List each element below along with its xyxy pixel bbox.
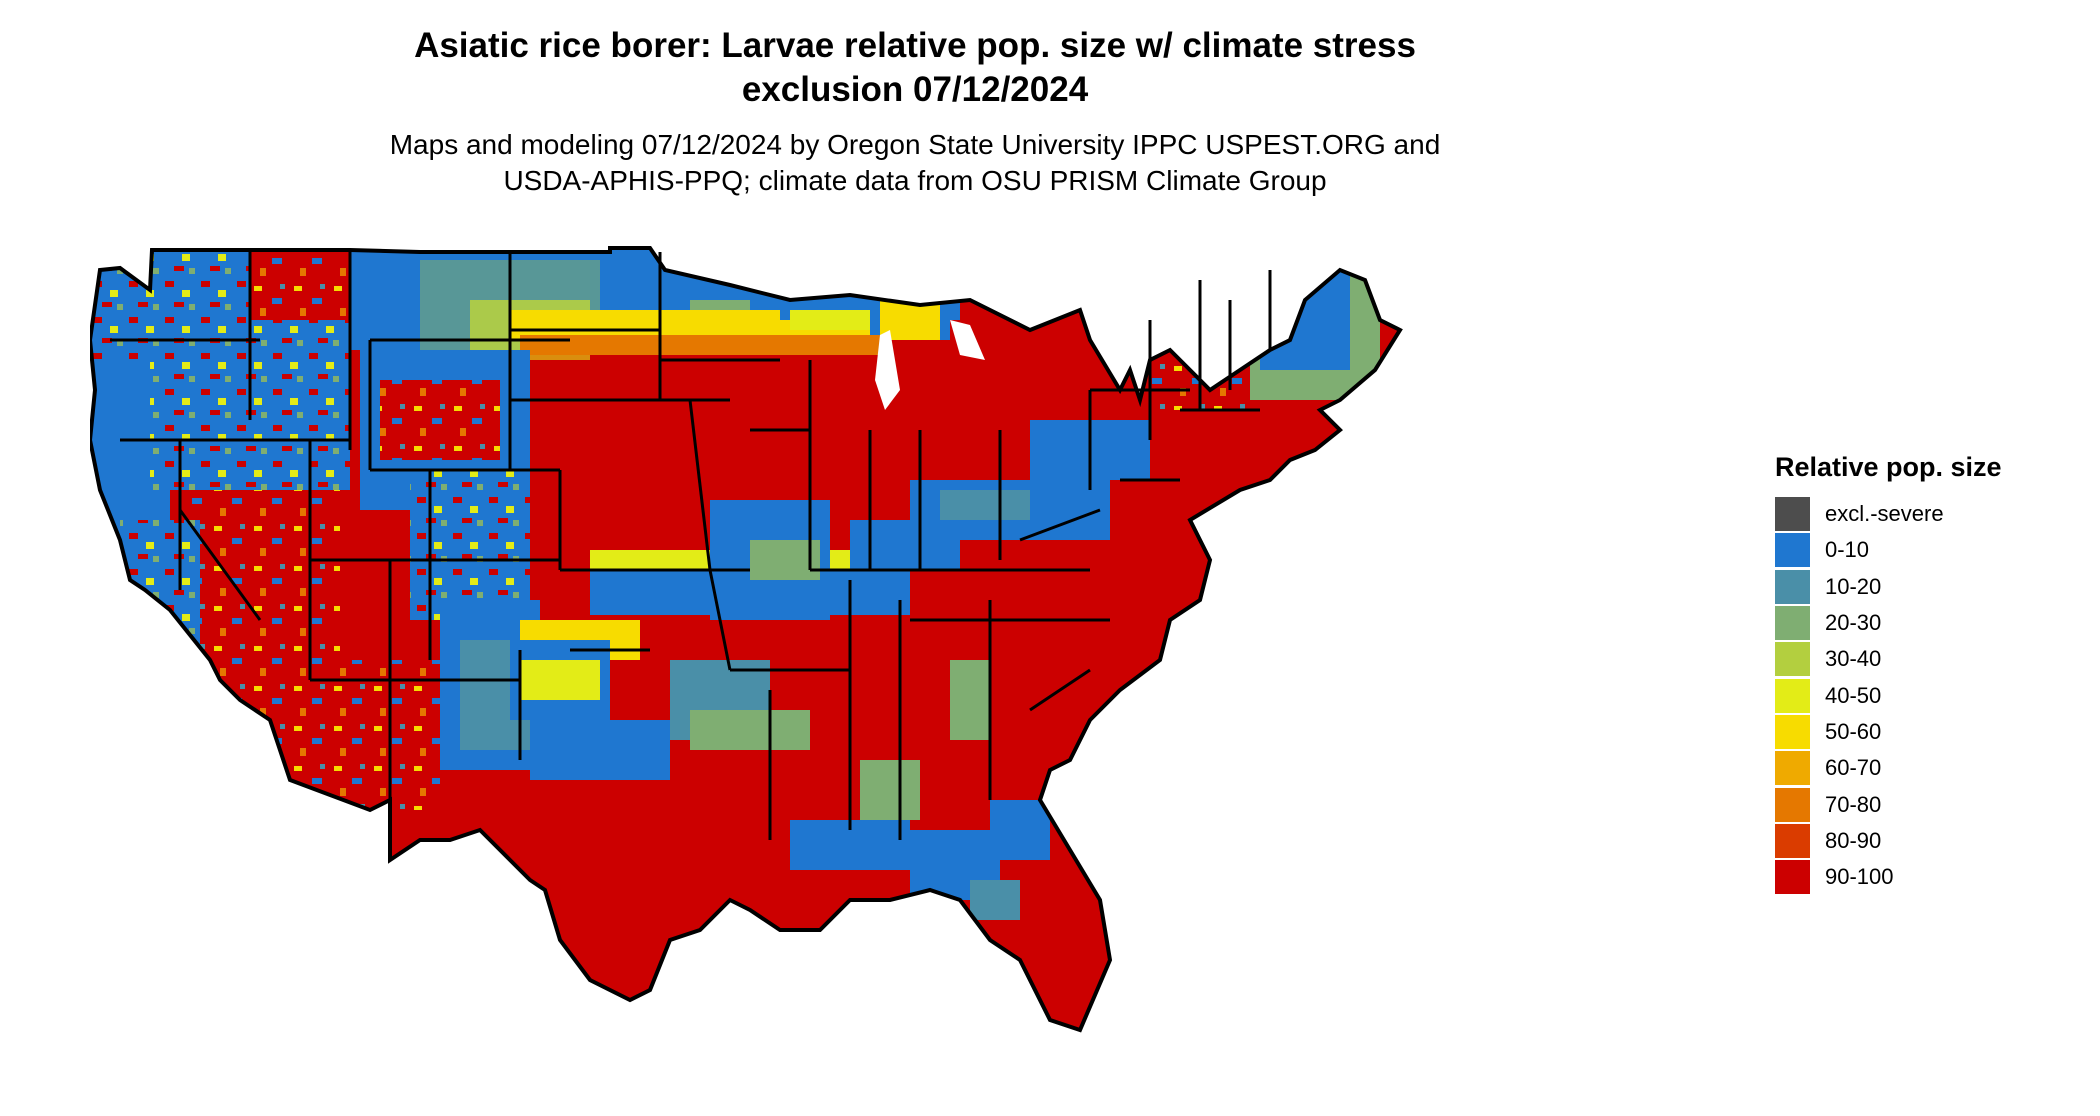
map-title-line-1: Asiatic rice borer: Larvae relative pop.… — [414, 26, 1416, 65]
legend-swatch — [1775, 642, 1810, 677]
map-subtitle-line-1: Maps and modeling 07/12/2024 by Oregon S… — [389, 129, 1441, 160]
state-borders — [110, 250, 1272, 840]
legend-item: 40-50 — [1775, 677, 2075, 713]
legend-swatch — [1775, 751, 1810, 786]
legend-item: 30-40 — [1775, 641, 2075, 677]
legend-label: 50-60 — [1825, 718, 1882, 744]
legend-swatch — [1775, 678, 1810, 713]
legend-label: 70-80 — [1825, 791, 1882, 817]
map-title: Asiatic rice borer: Larvae relative pop.… — [250, 24, 1580, 112]
legend-item: excl.-severe — [1775, 496, 2075, 532]
legend-swatch — [1775, 787, 1810, 822]
lake-michigan — [875, 330, 900, 410]
legend-item: 80-90 — [1775, 823, 2075, 859]
us-map — [90, 240, 1760, 1116]
legend-label: 60-70 — [1825, 755, 1882, 781]
legend-swatch — [1775, 497, 1810, 532]
legend-item: 10-20 — [1775, 569, 2075, 605]
legend-label: 30-40 — [1825, 646, 1882, 672]
legend-swatch — [1775, 860, 1810, 895]
legend-swatch — [1775, 569, 1810, 604]
legend-item: 0-10 — [1775, 532, 2075, 568]
legend-swatch — [1775, 606, 1810, 641]
legend-label: 10-20 — [1825, 573, 1882, 599]
legend-label: excl.-severe — [1825, 501, 1944, 527]
map-title-line-2: exclusion 07/12/2024 — [741, 70, 1089, 109]
map-subtitle-line-2: USDA-APHIS-PPQ; climate data from OSU PR… — [503, 165, 1327, 196]
legend-label: 80-90 — [1825, 827, 1882, 853]
legend-items: excl.-severe 0-10 10-20 20-30 30-40 40-50 50-6… — [1775, 496, 2075, 895]
legend-item: 20-30 — [1775, 605, 2075, 641]
legend-item: 70-80 — [1775, 786, 2075, 822]
legend-swatch — [1775, 533, 1810, 568]
legend-title: Relative pop. size — [1775, 452, 2002, 482]
legend-label: 40-50 — [1825, 682, 1882, 708]
us-map-svg — [90, 246, 1402, 1032]
legend-swatch — [1775, 823, 1810, 858]
lake-huron — [950, 320, 985, 360]
legend-swatch — [1775, 714, 1810, 749]
map-subtitle: Maps and modeling 07/12/2024 by Oregon S… — [250, 127, 1580, 199]
legend-label: 20-30 — [1825, 610, 1882, 636]
legend-item: 90-100 — [1775, 859, 2075, 895]
map-legend: Relative pop. size excl.-severe 0-10 10-20… — [1775, 450, 2075, 895]
map-fill-layer — [90, 248, 1400, 1030]
legend-item: 60-70 — [1775, 750, 2075, 786]
legend-label: 90-100 — [1825, 864, 1894, 890]
legend-item: 50-60 — [1775, 714, 2075, 750]
legend-label: 0-10 — [1825, 537, 1870, 563]
